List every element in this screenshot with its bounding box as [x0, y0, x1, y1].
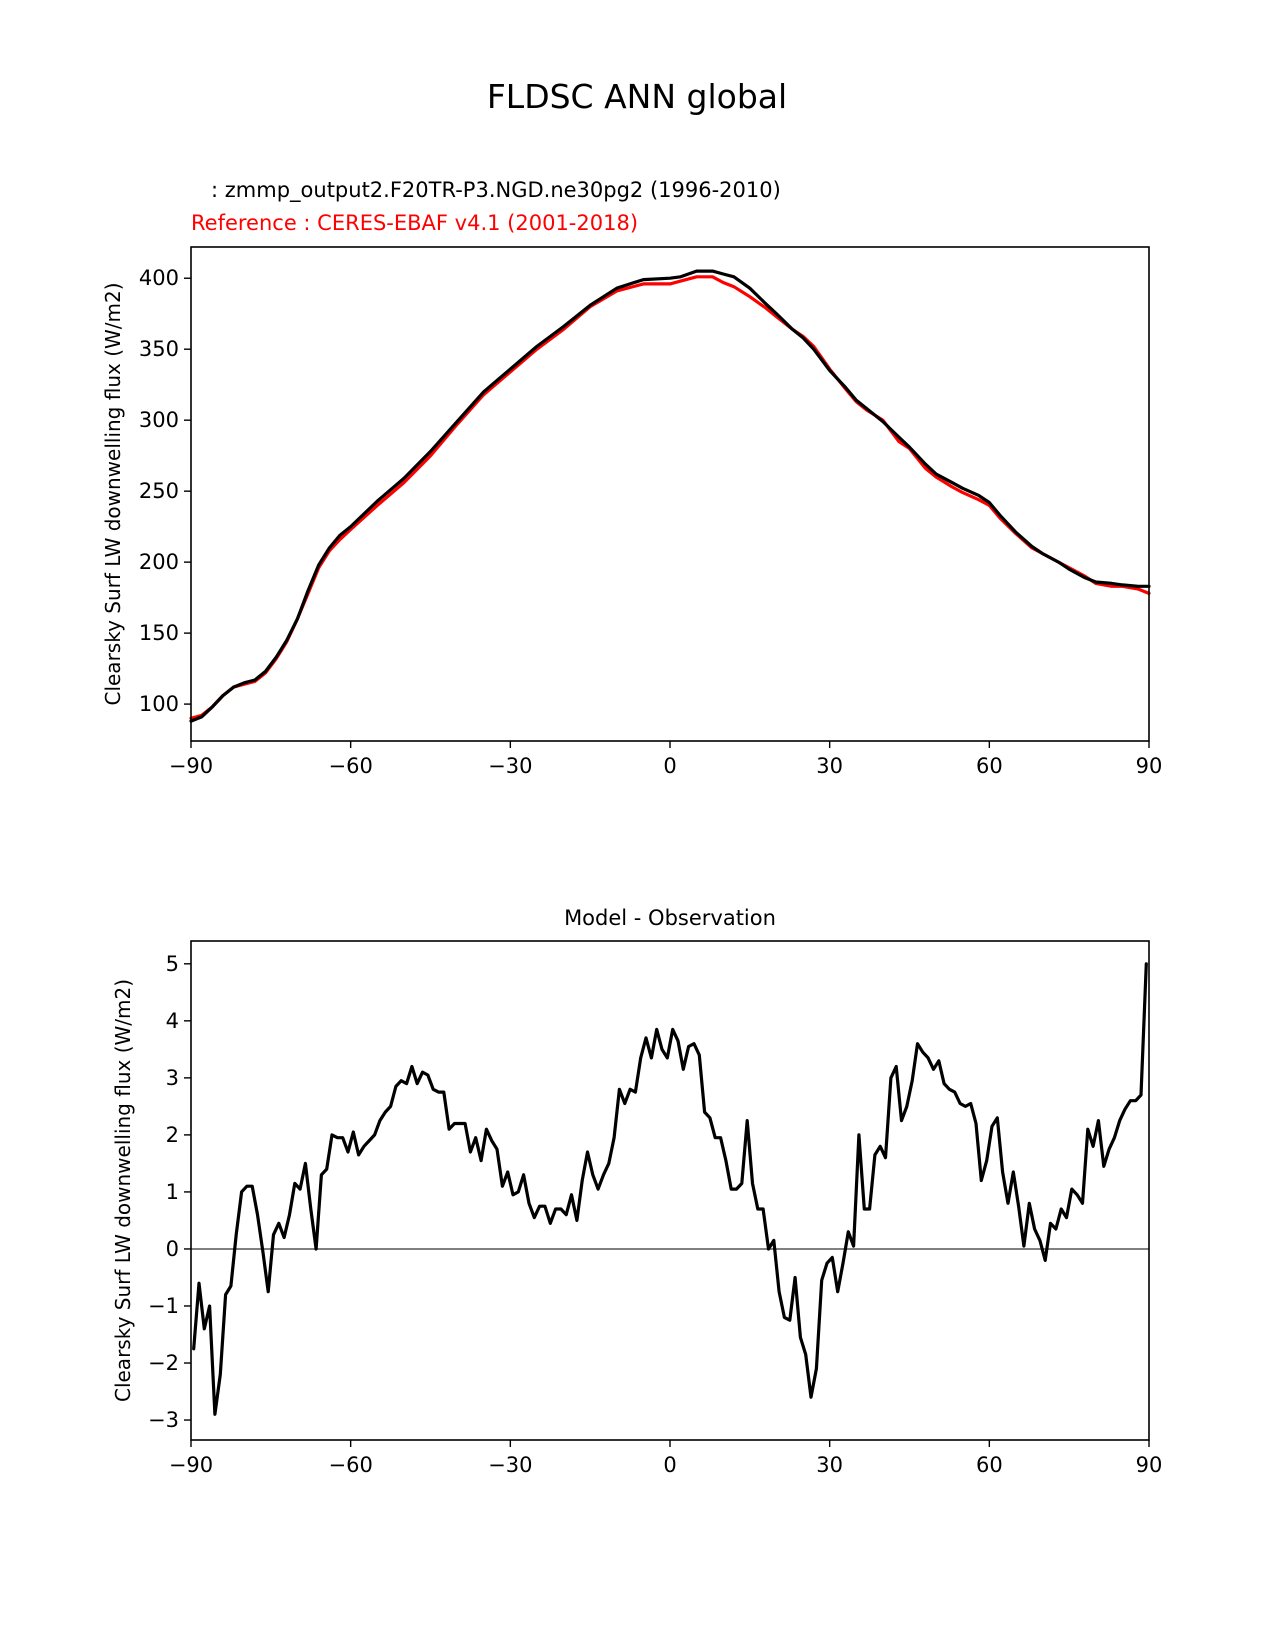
top-x-tick-label: −30	[488, 754, 532, 778]
bottom-x-tick-label: −90	[169, 1453, 213, 1477]
bottom-x-tick-label: 90	[1136, 1453, 1163, 1477]
top-x-tick-label: 60	[976, 754, 1003, 778]
top-y-tick-label: 300	[139, 408, 179, 432]
top-x-tick-label: −60	[329, 754, 373, 778]
bottom-y-tick-label: 2	[166, 1123, 179, 1147]
bottom-x-tick-label: 30	[816, 1453, 843, 1477]
bottom-y-tick-label: 5	[166, 952, 179, 976]
bottom-y-tick-label: −1	[148, 1294, 179, 1318]
bottom-chart-title: Model - Observation	[564, 906, 776, 930]
top-x-tick-label: 90	[1136, 754, 1163, 778]
top-y-tick-label: 400	[139, 266, 179, 290]
top-series-line-0	[189, 275, 1151, 720]
top-x-tick-label: 0	[663, 754, 676, 778]
bottom-chart: Model - Observation −90 −60 −30 0 30 60 90−3−2…	[111, 906, 1162, 1477]
bottom-y-tick-label: 1	[166, 1180, 179, 1204]
bottom-series-line-0	[192, 962, 1148, 1416]
top-x-tick-label: 30	[816, 754, 843, 778]
top-y-tick-label: 100	[139, 692, 179, 716]
bottom-y-tick-label: 4	[166, 1009, 179, 1033]
bottom-y-tick-label: 0	[166, 1237, 179, 1261]
top-axes-frame	[190, 246, 1150, 742]
figure-title: FLDSC ANN global	[487, 77, 787, 116]
reference-label: Reference : CERES-EBAF v4.1 (2001-2018)	[191, 211, 638, 235]
bottom-y-tick-label: −3	[148, 1408, 179, 1432]
top-y-tick-label: 200	[139, 550, 179, 574]
bottom-x-tick-label: 60	[976, 1453, 1003, 1477]
bottom-x-tick-label: 0	[663, 1453, 676, 1477]
top-y-tick-label: 250	[139, 479, 179, 503]
bottom-y-tick-label: 3	[166, 1066, 179, 1090]
top-chart: : zmmp_output2.F20TR-P3.NGD.ne30pg2 (199…	[101, 178, 1162, 778]
bottom-x-tick-label: −60	[329, 1453, 373, 1477]
top-series-line-1	[189, 269, 1151, 723]
bottom-y-tick-label: −2	[148, 1351, 179, 1375]
bottom-y-axis-label: Clearsky Surf LW downwelling flux (W/m2)	[111, 979, 135, 1402]
top-x-tick-label: −90	[169, 754, 213, 778]
top-chart-subtitle: : zmmp_output2.F20TR-P3.NGD.ne30pg2 (199…	[191, 178, 781, 203]
top-y-axis-label: Clearsky Surf LW downwelling flux (W/m2)	[101, 282, 125, 705]
top-y-tick-label: 150	[139, 621, 179, 645]
top-y-tick-label: 350	[139, 337, 179, 361]
bottom-x-tick-label: −30	[488, 1453, 532, 1477]
